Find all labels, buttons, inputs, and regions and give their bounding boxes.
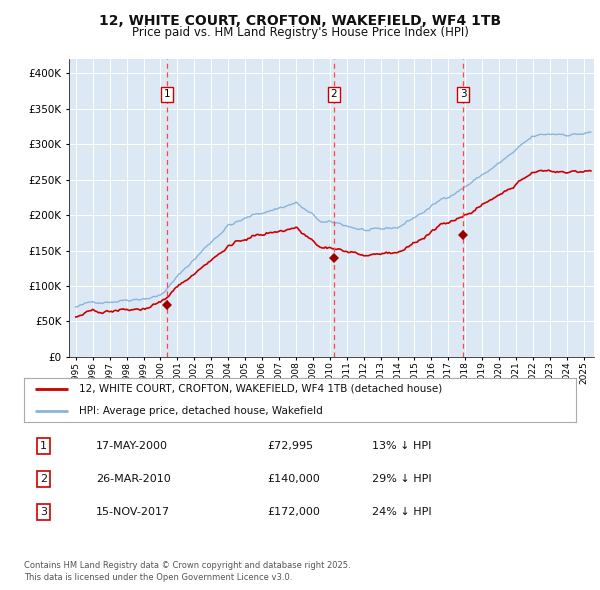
Text: 12, WHITE COURT, CROFTON, WAKEFIELD, WF4 1TB: 12, WHITE COURT, CROFTON, WAKEFIELD, WF4… (99, 14, 501, 28)
Text: 29% ↓ HPI: 29% ↓ HPI (372, 474, 431, 484)
Text: 2: 2 (40, 474, 47, 484)
Text: 13% ↓ HPI: 13% ↓ HPI (372, 441, 431, 451)
Text: HPI: Average price, detached house, Wakefield: HPI: Average price, detached house, Wake… (79, 406, 323, 416)
Text: 15-NOV-2017: 15-NOV-2017 (96, 507, 170, 517)
Text: 3: 3 (460, 90, 467, 100)
Text: £72,995: £72,995 (267, 441, 313, 451)
Text: Price paid vs. HM Land Registry's House Price Index (HPI): Price paid vs. HM Land Registry's House … (131, 26, 469, 39)
Text: £140,000: £140,000 (267, 474, 320, 484)
Text: £172,000: £172,000 (267, 507, 320, 517)
Text: 1: 1 (40, 441, 47, 451)
Text: Contains HM Land Registry data © Crown copyright and database right 2025.
This d: Contains HM Land Registry data © Crown c… (24, 561, 350, 582)
Text: 2: 2 (331, 90, 337, 100)
Text: 12, WHITE COURT, CROFTON, WAKEFIELD, WF4 1TB (detached house): 12, WHITE COURT, CROFTON, WAKEFIELD, WF4… (79, 384, 442, 394)
Text: 17-MAY-2000: 17-MAY-2000 (96, 441, 168, 451)
Text: 24% ↓ HPI: 24% ↓ HPI (372, 507, 431, 517)
Text: 26-MAR-2010: 26-MAR-2010 (96, 474, 170, 484)
Text: 1: 1 (164, 90, 170, 100)
Text: 3: 3 (40, 507, 47, 517)
